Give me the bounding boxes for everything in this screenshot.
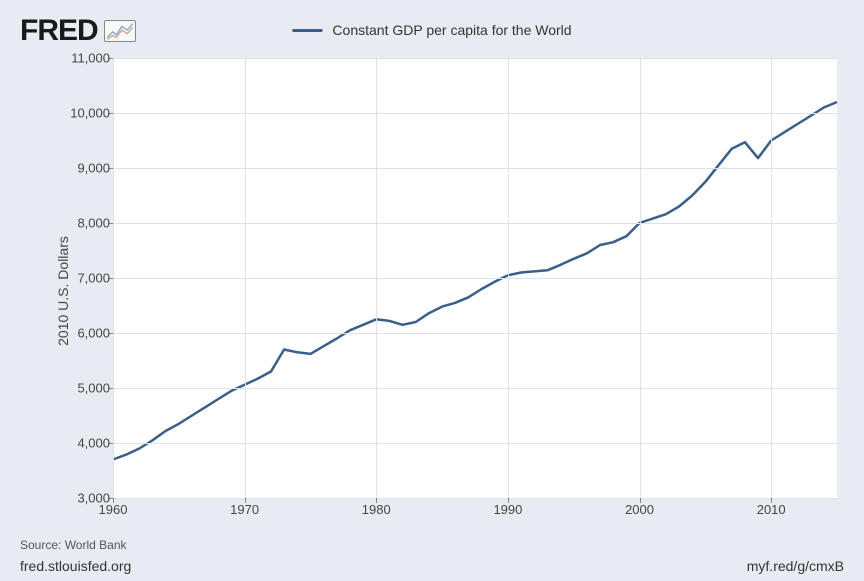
logo-text: FRED [20,14,98,48]
gridline-h [113,113,837,114]
footer-link-left: fred.stlouisfed.org [20,558,131,574]
source-text: Source: World Bank [20,538,127,552]
gridline-h [113,58,837,59]
gridline-v [245,58,246,498]
chart-plot-area [113,58,837,498]
x-tick-label: 1960 [99,502,128,517]
gridline-v [508,58,509,498]
x-tick-label: 2000 [625,502,654,517]
gridline-v [771,58,772,498]
gridline-v [376,58,377,498]
logo-chart-icon [104,20,136,42]
y-tick-label: 5,000 [50,381,110,396]
gridline-h [113,278,837,279]
gridline-h [113,388,837,389]
y-tick-label: 10,000 [50,106,110,121]
x-tick-label: 1980 [362,502,391,517]
y-tick-label: 8,000 [50,216,110,231]
gridline-h [113,223,837,224]
legend-label: Constant GDP per capita for the World [332,22,571,38]
gridline-h [113,498,837,499]
fred-logo: FRED [20,14,136,48]
x-tick-label: 1970 [230,502,259,517]
x-tick-label: 1990 [493,502,522,517]
y-tick-label: 7,000 [50,271,110,286]
gridline-h [113,333,837,334]
x-tick-label: 2010 [757,502,786,517]
footer-link-right: myf.red/g/cmxB [747,558,844,574]
gridline-h [113,168,837,169]
gridline-v [640,58,641,498]
y-tick-label: 4,000 [50,436,110,451]
chart-legend: Constant GDP per capita for the World [292,22,571,38]
y-tick-label: 9,000 [50,161,110,176]
gridline-v [113,58,114,498]
y-tick-label: 11,000 [50,51,110,66]
legend-swatch [292,29,322,32]
gridline-h [113,443,837,444]
y-tick-label: 6,000 [50,326,110,341]
